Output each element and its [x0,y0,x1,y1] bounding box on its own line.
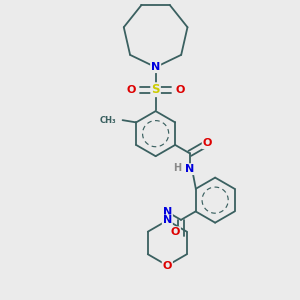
Text: O: O [127,85,136,95]
Text: N: N [151,62,160,72]
Text: S: S [152,83,160,96]
Text: O: O [175,85,184,95]
Text: O: O [203,138,212,148]
Text: O: O [163,260,172,271]
Text: O: O [171,227,180,237]
Text: CH₃: CH₃ [99,116,116,124]
Text: H: H [173,163,181,173]
Text: N: N [185,164,194,174]
Text: N: N [163,207,172,217]
Text: N: N [163,215,172,225]
